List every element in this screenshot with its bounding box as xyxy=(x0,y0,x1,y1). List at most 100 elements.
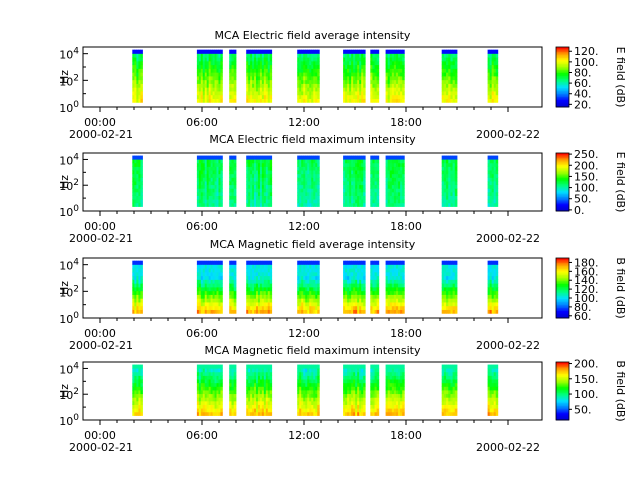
heatmap-cell xyxy=(391,57,395,62)
heatmap-cell xyxy=(214,195,217,200)
heatmap-cell xyxy=(402,166,405,171)
heatmap-cell xyxy=(363,98,366,103)
heatmap-cell xyxy=(487,72,491,77)
colorbar-step xyxy=(556,370,569,373)
heatmap-cell xyxy=(132,83,135,88)
heatmap-cell xyxy=(140,302,143,307)
heatmap-cell xyxy=(134,60,137,66)
heatmap-cell xyxy=(206,184,210,189)
heatmap-cell xyxy=(252,191,255,196)
heatmap-cell xyxy=(231,260,235,265)
heatmap-cell xyxy=(229,72,232,77)
heatmap-cell xyxy=(454,260,458,265)
heatmap-cell xyxy=(351,98,354,103)
heatmap-cell xyxy=(493,155,497,160)
heatmap-cell xyxy=(376,76,380,81)
heatmap-cell xyxy=(208,294,212,299)
heatmap-cell xyxy=(454,166,458,171)
heatmap-cell xyxy=(374,202,378,207)
heatmap-cell xyxy=(452,181,456,186)
heatmap-cell xyxy=(343,283,346,288)
heatmap-cell xyxy=(345,287,348,292)
heatmap-cell xyxy=(218,290,221,295)
heatmap-cell xyxy=(301,268,304,273)
heatmap-cell xyxy=(250,375,253,380)
heatmap-cell xyxy=(359,60,362,66)
heatmap-cell xyxy=(376,368,380,373)
heatmap-cell xyxy=(345,177,348,182)
heatmap-cell xyxy=(370,386,373,391)
heatmap-cell xyxy=(391,382,395,387)
heatmap-cell xyxy=(353,57,356,62)
heatmap-cell xyxy=(256,68,259,73)
heatmap-cell xyxy=(307,290,310,295)
heatmap-cell xyxy=(361,162,364,167)
heatmap-cell xyxy=(229,159,232,164)
heatmap-cell xyxy=(402,371,405,376)
y-tick-label: 100 xyxy=(59,204,79,219)
heatmap-cell xyxy=(441,397,445,402)
heatmap-cell xyxy=(395,287,399,292)
heatmap-cell xyxy=(345,155,348,160)
heatmap-cell xyxy=(355,298,358,303)
heatmap-cell xyxy=(347,181,350,186)
heatmap-cell xyxy=(134,83,137,88)
heatmap-cell xyxy=(263,98,267,103)
heatmap-cell xyxy=(132,64,135,69)
heatmap-cell xyxy=(301,159,304,164)
heatmap-cell xyxy=(208,371,212,376)
heatmap-cell xyxy=(491,195,495,200)
heatmap-cell xyxy=(491,271,495,277)
heatmap-cell xyxy=(132,400,135,405)
heatmap-cell xyxy=(489,382,493,387)
heatmap-cell xyxy=(395,49,399,54)
heatmap-cell xyxy=(315,260,318,265)
heatmap-cell xyxy=(246,364,249,369)
colorbar-step xyxy=(556,289,569,292)
heatmap-cell xyxy=(206,195,210,200)
colorbar-tick-label: 120. xyxy=(574,45,599,58)
heatmap-cell xyxy=(202,49,206,54)
heatmap-cell xyxy=(317,302,320,307)
heatmap-cell xyxy=(389,87,393,92)
heatmap-cell xyxy=(200,397,204,402)
heatmap-cell xyxy=(261,298,265,303)
heatmap-cell xyxy=(265,375,269,380)
heatmap-cell xyxy=(491,53,495,58)
heatmap-cell xyxy=(265,191,269,196)
heatmap-cell xyxy=(347,94,350,99)
heatmap-cell xyxy=(299,290,302,295)
heatmap-cell xyxy=(246,68,249,73)
heatmap-cell xyxy=(487,290,491,295)
heatmap-cell xyxy=(443,260,447,265)
heatmap-cell xyxy=(267,393,271,398)
heatmap-cell xyxy=(261,268,265,273)
heatmap-cell xyxy=(196,173,200,178)
heatmap-cell xyxy=(374,364,378,369)
heatmap-cell xyxy=(398,57,401,62)
heatmap-cell xyxy=(138,371,141,376)
heatmap-cell xyxy=(370,162,373,167)
heatmap-cell xyxy=(372,393,375,398)
heatmap-cell xyxy=(198,411,202,416)
heatmap-cell xyxy=(204,404,208,409)
heatmap-cell xyxy=(299,268,302,273)
heatmap-cell xyxy=(257,184,261,189)
heatmap-cell xyxy=(370,290,373,295)
heatmap-cell xyxy=(495,400,499,405)
heatmap-cell xyxy=(140,49,143,54)
heatmap-cell xyxy=(256,64,259,69)
heatmap-cell xyxy=(374,264,378,269)
heatmap-cell xyxy=(347,166,350,171)
heatmap-cell xyxy=(200,379,204,384)
heatmap-cell xyxy=(257,368,261,373)
heatmap-cell xyxy=(400,375,403,380)
heatmap-cell xyxy=(355,155,358,160)
colorbar-step xyxy=(556,301,569,304)
heatmap-cell xyxy=(374,400,378,405)
heatmap-cell xyxy=(374,68,378,73)
heatmap-cell xyxy=(487,162,491,167)
heatmap-cell xyxy=(370,173,373,178)
heatmap-cell xyxy=(254,271,257,277)
heatmap-cell xyxy=(216,60,219,66)
